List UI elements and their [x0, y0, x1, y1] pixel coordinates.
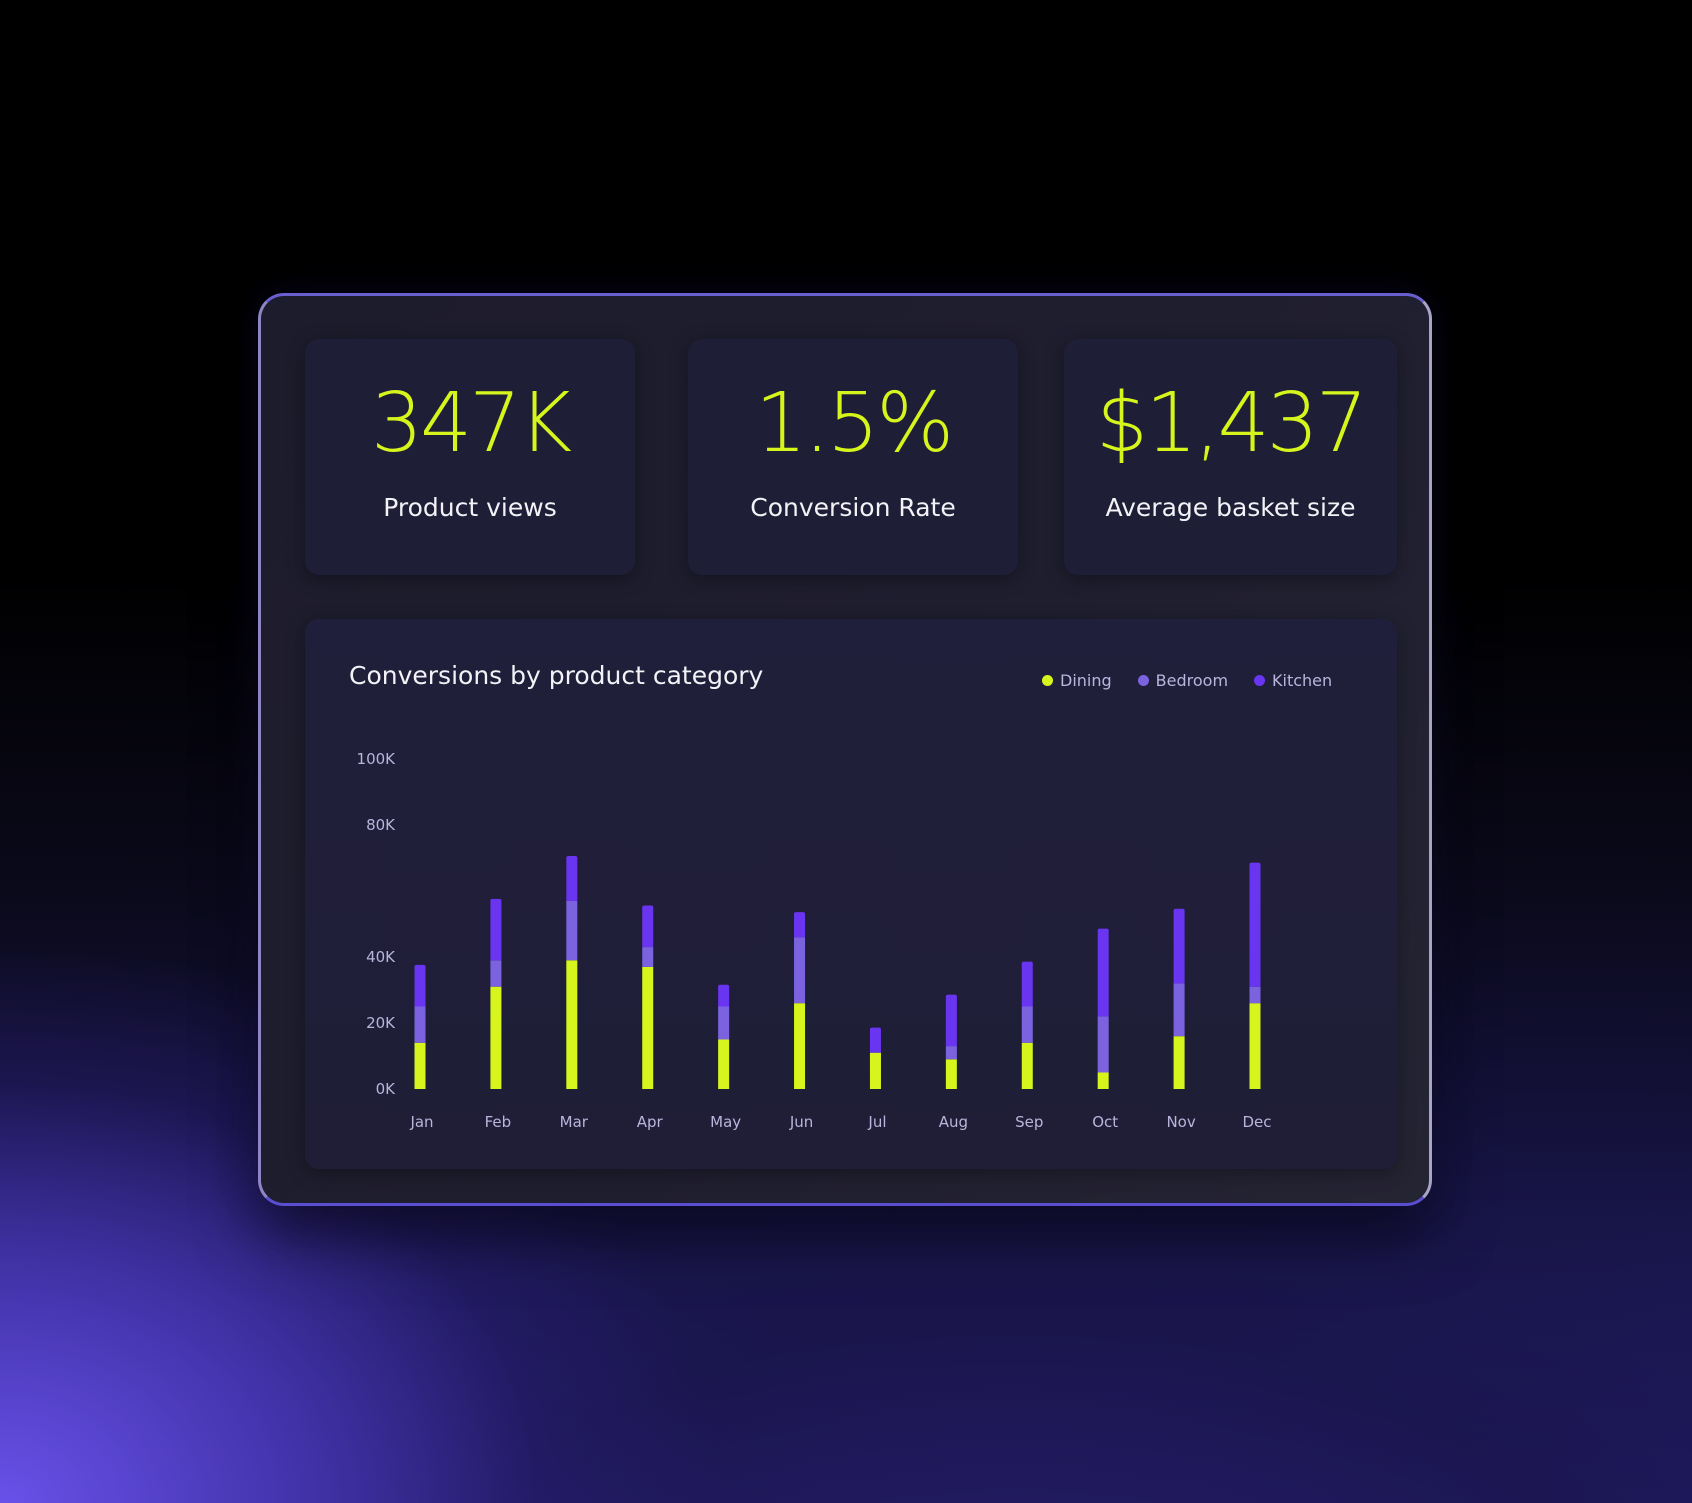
chart-title: Conversions by product category	[349, 661, 764, 690]
bar-segment-kitchen-dec[interactable]	[1249, 864, 1261, 987]
bar-segment-bedroom-aug[interactable]	[945, 1046, 957, 1060]
bar-segment-dining-may[interactable]	[718, 1039, 730, 1090]
y-tick-label: 80K	[366, 816, 396, 834]
bar-segment-dining-aug[interactable]	[945, 1059, 957, 1089]
stat-value: $1,437	[1096, 376, 1368, 471]
dashboard-panel: 347K Product views 1.5% Conversion Rate …	[258, 293, 1432, 1206]
bar-segment-bedroom-dec[interactable]	[1249, 986, 1261, 1004]
x-tick-label: Jan	[409, 1113, 433, 1131]
bar-cap-jul	[869, 1027, 881, 1032]
legend-dot-dining	[1042, 675, 1053, 686]
x-tick-label: Apr	[637, 1113, 664, 1131]
stat-card-average-basket-size: $1,437 Average basket size	[1064, 339, 1397, 575]
bar-cap-jan	[414, 964, 426, 969]
legend-item-dining[interactable]: Dining	[1042, 671, 1112, 690]
bar-cap-may	[718, 984, 730, 989]
bar-segment-kitchen-oct[interactable]	[1097, 930, 1109, 1017]
bar-segment-dining-sep[interactable]	[1021, 1042, 1033, 1089]
stat-label: Average basket size	[1105, 493, 1356, 522]
stat-value: 347K	[370, 376, 572, 471]
y-tick-label: 0K	[376, 1080, 397, 1098]
bar-segment-bedroom-mar[interactable]	[566, 900, 578, 961]
chart-card: Conversions by product category Dining B…	[305, 619, 1397, 1169]
bar-segment-dining-apr[interactable]	[642, 966, 654, 1089]
x-axis: Jan Feb Mar Apr May Jun Jul Aug Sep Oct Nov Dec	[409, 1113, 1271, 1131]
legend-label: Bedroom	[1155, 671, 1229, 690]
stat-label: Conversion Rate	[750, 493, 956, 522]
chart-legend: Dining Bedroom Kitchen	[1042, 671, 1332, 690]
bar-segment-bedroom-jun[interactable]	[794, 937, 806, 1004]
y-tick-label: 100K	[357, 750, 397, 768]
bar-cap-jun	[794, 912, 806, 917]
legend-label: Dining	[1060, 671, 1112, 690]
legend-item-kitchen[interactable]: Kitchen	[1254, 671, 1332, 690]
bar-segment-dining-jul[interactable]	[869, 1052, 881, 1089]
x-tick-label: Jul	[867, 1113, 886, 1131]
bar-segment-bedroom-nov[interactable]	[1173, 983, 1185, 1037]
bar-cap-dec	[1249, 862, 1261, 867]
x-tick-label: May	[710, 1113, 741, 1131]
bar-segment-kitchen-aug[interactable]	[945, 996, 957, 1047]
x-tick-label: Dec	[1242, 1113, 1271, 1131]
y-tick-label: 40K	[366, 948, 396, 966]
legend-label: Kitchen	[1272, 671, 1333, 690]
y-axis: 0K 20K 40K 80K 100K	[357, 750, 397, 1098]
bar-segment-kitchen-mar[interactable]	[566, 858, 578, 901]
x-tick-label: Oct	[1092, 1113, 1118, 1131]
bar-cap-mar	[566, 856, 578, 860]
bar-cap-oct	[1097, 928, 1109, 933]
stat-value: 1.5%	[754, 376, 954, 471]
x-tick-label: Jun	[789, 1113, 813, 1131]
legend-dot-bedroom	[1137, 675, 1149, 686]
bar-segment-bedroom-feb[interactable]	[490, 960, 502, 987]
bar-segment-dining-feb[interactable]	[490, 986, 502, 1089]
x-tick-label: Aug	[939, 1113, 968, 1131]
bar-segment-kitchen-feb[interactable]	[490, 900, 502, 961]
bar-segment-bedroom-may[interactable]	[718, 1006, 730, 1040]
bar-cap-sep	[1021, 961, 1033, 966]
bar-segment-dining-nov[interactable]	[1173, 1036, 1185, 1089]
bar-segment-dining-mar[interactable]	[566, 960, 578, 1089]
bar-segment-kitchen-nov[interactable]	[1173, 910, 1185, 984]
bar-cap-apr	[642, 905, 654, 910]
bar-segment-dining-jan[interactable]	[414, 1042, 426, 1089]
y-tick-label: 20K	[366, 1014, 396, 1032]
bar-segment-kitchen-may[interactable]	[718, 986, 730, 1007]
bar-segment-kitchen-jun[interactable]	[794, 914, 806, 938]
x-tick-label: Sep	[1015, 1113, 1043, 1131]
bar-segment-bedroom-jan[interactable]	[414, 1006, 426, 1043]
stat-card-product-views: 347K Product views	[305, 339, 635, 575]
bar-segment-bedroom-apr[interactable]	[642, 947, 654, 967]
bar-cap-nov	[1173, 908, 1185, 913]
stat-label: Product views	[383, 493, 557, 522]
bar-segment-kitchen-sep[interactable]	[1021, 963, 1033, 1007]
stacked-bar-chart: 0K 20K 40K 80K 100K Jan Feb Mar Apr May Jun Jul Aug…	[357, 750, 1272, 1131]
bar-segment-kitchen-jul[interactable]	[869, 1029, 881, 1053]
legend-item-bedroom[interactable]: Bedroom	[1137, 671, 1229, 690]
bar-segment-bedroom-sep[interactable]	[1021, 1006, 1033, 1043]
bar-segment-dining-dec[interactable]	[1249, 1003, 1261, 1089]
x-tick-label: Mar	[560, 1113, 589, 1131]
bar-segment-dining-oct[interactable]	[1097, 1072, 1109, 1090]
bar-segment-bedroom-oct[interactable]	[1097, 1016, 1109, 1073]
stat-card-conversion-rate: 1.5% Conversion Rate	[688, 339, 1018, 575]
x-tick-label: Feb	[485, 1113, 512, 1131]
bar-cap-aug	[945, 994, 957, 999]
legend-dot-kitchen	[1254, 675, 1266, 686]
bar-segment-kitchen-jan[interactable]	[414, 966, 426, 1007]
x-tick-label: Nov	[1166, 1113, 1195, 1131]
bars	[414, 856, 1261, 1090]
bar-segment-kitchen-apr[interactable]	[642, 907, 654, 948]
bar-segment-dining-jun[interactable]	[794, 1003, 806, 1089]
bar-cap-feb	[490, 898, 502, 903]
